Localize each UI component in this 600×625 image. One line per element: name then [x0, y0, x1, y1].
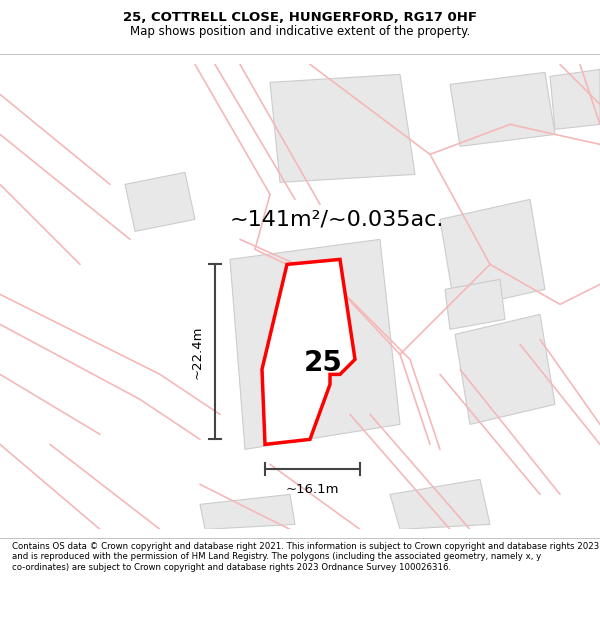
Polygon shape: [445, 279, 505, 329]
Polygon shape: [125, 173, 195, 231]
Text: ~141m²/~0.035ac.: ~141m²/~0.035ac.: [230, 209, 445, 229]
Text: Contains OS data © Crown copyright and database right 2021. This information is : Contains OS data © Crown copyright and d…: [12, 542, 599, 572]
Polygon shape: [230, 239, 400, 449]
Polygon shape: [200, 494, 295, 529]
Polygon shape: [390, 479, 490, 529]
Polygon shape: [270, 74, 415, 182]
Text: ~16.1m: ~16.1m: [286, 483, 339, 496]
Polygon shape: [455, 314, 555, 424]
Polygon shape: [550, 69, 600, 129]
Polygon shape: [262, 259, 355, 444]
Polygon shape: [440, 199, 545, 309]
Text: 25: 25: [304, 349, 343, 378]
Text: Map shows position and indicative extent of the property.: Map shows position and indicative extent…: [130, 25, 470, 38]
Text: ~22.4m: ~22.4m: [191, 325, 203, 379]
Text: 25, COTTRELL CLOSE, HUNGERFORD, RG17 0HF: 25, COTTRELL CLOSE, HUNGERFORD, RG17 0HF: [123, 11, 477, 24]
Polygon shape: [450, 72, 555, 146]
